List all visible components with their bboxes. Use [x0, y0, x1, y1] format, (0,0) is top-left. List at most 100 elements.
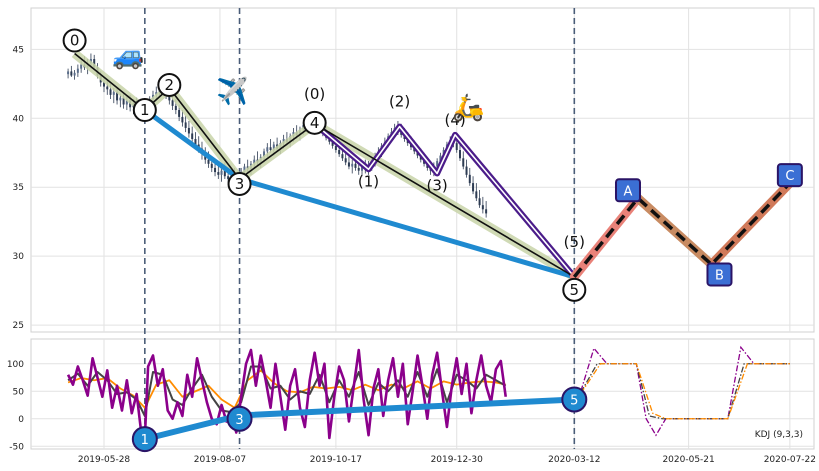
wave-marker: [302, 110, 327, 135]
kdj-projection-D: [580, 363, 790, 420]
wave-lines: [71, 49, 795, 282]
abc-marker: [614, 178, 641, 203]
candle-body: [125, 100, 128, 105]
candle-body: [122, 97, 125, 105]
candle-body: [347, 162, 350, 167]
wave-marker: [62, 28, 87, 53]
wave-label: 0: [70, 31, 80, 49]
candle-body: [187, 127, 190, 134]
candle-body: [458, 150, 461, 159]
candle-body: [217, 172, 220, 175]
candle-body: [272, 144, 275, 151]
candle-body: [184, 122, 187, 128]
candle-body: [116, 92, 119, 101]
candle-body: [357, 167, 360, 171]
candle-body: [168, 96, 171, 101]
candle-body: [70, 71, 73, 76]
price-tick-label: 45: [13, 45, 24, 55]
candle-body: [174, 105, 177, 111]
candle-body: [344, 158, 347, 163]
wave-label: 2: [165, 76, 175, 94]
wave-marker: [157, 72, 182, 97]
candle-body: [67, 71, 70, 75]
sub-wave-label: (0): [304, 85, 325, 103]
price-tick-label: 25: [13, 321, 24, 331]
vertical-markers: [144, 8, 576, 449]
x-tick-label: 2019-10-17: [310, 455, 362, 465]
candle-body: [112, 92, 115, 95]
price-y-axis: 25 30 35 40 45: [13, 45, 25, 331]
candle-body: [207, 159, 210, 164]
sub-wave-label: (5): [564, 233, 585, 251]
wave-label: 5: [570, 281, 580, 299]
abc-marker: [706, 262, 733, 287]
x-tick-label: 2020-03-12: [548, 455, 600, 465]
candle-body: [220, 170, 223, 175]
kdj-marker: [131, 426, 158, 453]
candle-body: [119, 97, 122, 101]
candle-body: [210, 163, 213, 168]
indicator-tick-label: -50: [9, 442, 24, 452]
candle-body: [191, 133, 194, 139]
car-icon: 🚙: [112, 41, 144, 71]
sub-wave-label: (4): [444, 111, 465, 129]
candle-body: [76, 68, 79, 73]
kdj-marker-label: 1: [141, 433, 149, 448]
kdj-marker-label: 5: [570, 394, 578, 409]
candle-body: [214, 167, 217, 173]
candle-body: [465, 166, 468, 175]
kdj-series-D: [67, 369, 506, 409]
candle-body: [73, 72, 76, 76]
candle-body: [455, 143, 458, 151]
x-tick-label: 2019-08-07: [194, 455, 246, 465]
sub-wave-label: (3): [427, 176, 448, 194]
kdj-marker-label: 3: [235, 413, 243, 428]
candle-body: [361, 166, 364, 171]
candle-body: [93, 59, 96, 68]
abc-marker: [776, 163, 803, 188]
candle-body: [103, 82, 105, 87]
candle-body: [338, 150, 341, 155]
price-panel-bg: [30, 7, 815, 333]
wave-label: 1: [140, 101, 150, 119]
x-tick-label: 2019-12-30: [431, 455, 484, 465]
candle-body: [331, 141, 334, 146]
candle-body: [178, 110, 181, 117]
wave-label: 3: [235, 175, 245, 193]
candle-body: [475, 191, 478, 199]
candle-body: [269, 147, 272, 151]
candle-body: [478, 198, 481, 206]
sub-wave-inner: [314, 123, 575, 278]
abc-segment: [569, 193, 643, 282]
abc-label: A: [624, 184, 633, 199]
candle-body: [334, 145, 337, 151]
candle-body: [436, 161, 439, 167]
candle-body: [80, 64, 83, 69]
abc-label: C: [785, 169, 794, 184]
candle-body: [194, 138, 197, 145]
wave-marker: [562, 277, 587, 302]
candle-body: [462, 158, 465, 167]
x-tick-label: 2020-07-22: [764, 455, 816, 465]
candle-body: [481, 205, 484, 210]
indicator-y-axis: -50 0 50 100: [7, 360, 24, 453]
candle-body: [354, 163, 357, 168]
price-tick-label: 35: [13, 183, 24, 193]
candle-body: [155, 92, 158, 95]
candle-body: [341, 154, 344, 159]
kdj-marker: [561, 386, 588, 413]
indicator-tick-label: 100: [7, 360, 24, 370]
indicator-tick-label: 50: [13, 387, 25, 397]
kdj-label: KDJ (9,3,3): [755, 430, 803, 440]
price-tick-label: 30: [13, 252, 25, 262]
candle-body: [472, 183, 475, 192]
indicator-tick-label: 0: [18, 415, 24, 425]
abc-segment: [633, 193, 716, 269]
wave-marker: [132, 98, 157, 123]
candle-body: [109, 89, 112, 95]
candle-body: [263, 151, 266, 157]
wave-line: [74, 52, 575, 278]
scooter-icon: 🛵: [452, 93, 484, 123]
x-tick-label: 2020-05-21: [662, 455, 714, 465]
